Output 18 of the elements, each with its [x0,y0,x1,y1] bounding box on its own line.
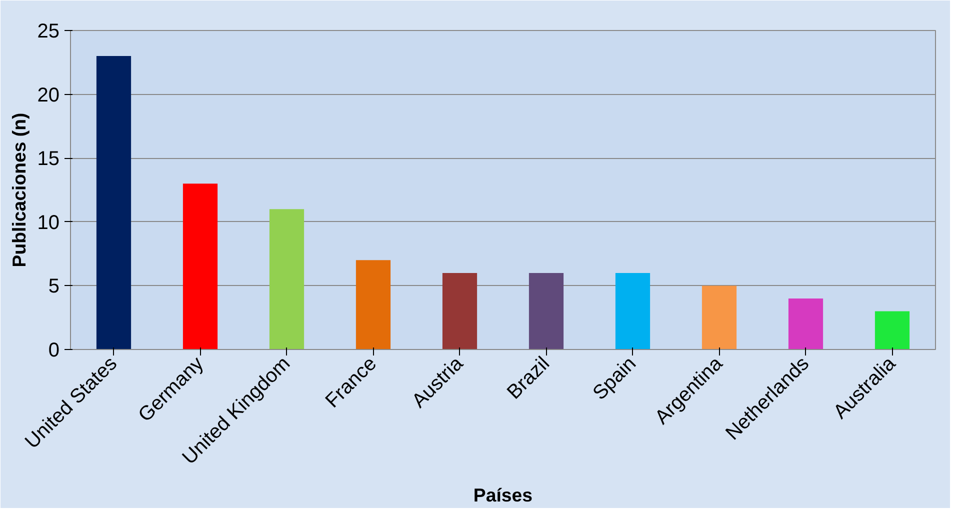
bar [269,209,304,350]
bar [788,298,824,350]
bar [442,272,478,350]
bar [615,272,650,350]
bar [356,260,391,350]
y-tick-label: 15 [37,148,60,170]
y-tick-label: 5 [48,276,60,298]
x-axis-title: Países [473,484,533,506]
bar [702,286,737,350]
y-tick-label: 10 [37,212,60,234]
y-tick-label: 20 [37,84,60,106]
bar [96,56,132,350]
y-axis-title: Publicaciones (n) [8,112,30,268]
bar [182,184,218,350]
y-tick-label: 25 [37,20,60,42]
bar [874,311,910,350]
y-tick-label: 0 [48,340,60,362]
bar [528,272,564,350]
